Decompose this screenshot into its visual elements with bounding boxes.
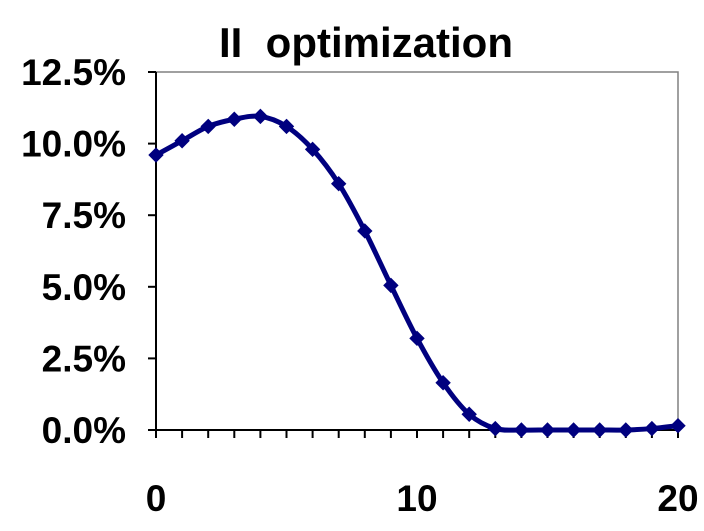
data-point-marker (278, 118, 295, 135)
data-point-marker (618, 422, 634, 438)
data-point-marker (513, 422, 530, 438)
x-tick-label: 10 (396, 478, 437, 519)
data-point-marker (174, 133, 190, 149)
y-tick-label: 0.0% (42, 410, 126, 451)
data-point-marker (539, 422, 556, 438)
chart-title: II optimization (219, 19, 513, 66)
y-tick-label: 5.0% (42, 267, 126, 308)
data-point-marker (591, 422, 608, 438)
data-point-marker (461, 406, 477, 422)
data-point-marker (487, 420, 504, 437)
data-point-marker (383, 277, 399, 294)
series-line (153, 113, 681, 433)
plot-border (156, 71, 679, 430)
y-tick-label: 12.5% (21, 52, 126, 93)
data-point-marker (435, 375, 451, 391)
x-tick-label: 0 (146, 478, 167, 519)
y-tick-label: 2.5% (42, 338, 126, 379)
data-point-marker (200, 118, 216, 135)
data-point-marker (330, 175, 347, 192)
data-point-marker (304, 141, 321, 158)
data-point-marker (226, 111, 243, 127)
y-tick-label: 7.5% (42, 195, 126, 236)
data-point-marker (670, 417, 686, 434)
x-tick-label: 20 (657, 478, 698, 519)
data-point-marker (357, 223, 373, 239)
data-point-marker (252, 108, 269, 125)
data-point-marker (565, 422, 582, 438)
data-point-marker (409, 330, 425, 347)
y-tick-label: 10.0% (21, 124, 126, 165)
data-point-marker (148, 147, 164, 163)
data-point-marker (644, 420, 660, 437)
